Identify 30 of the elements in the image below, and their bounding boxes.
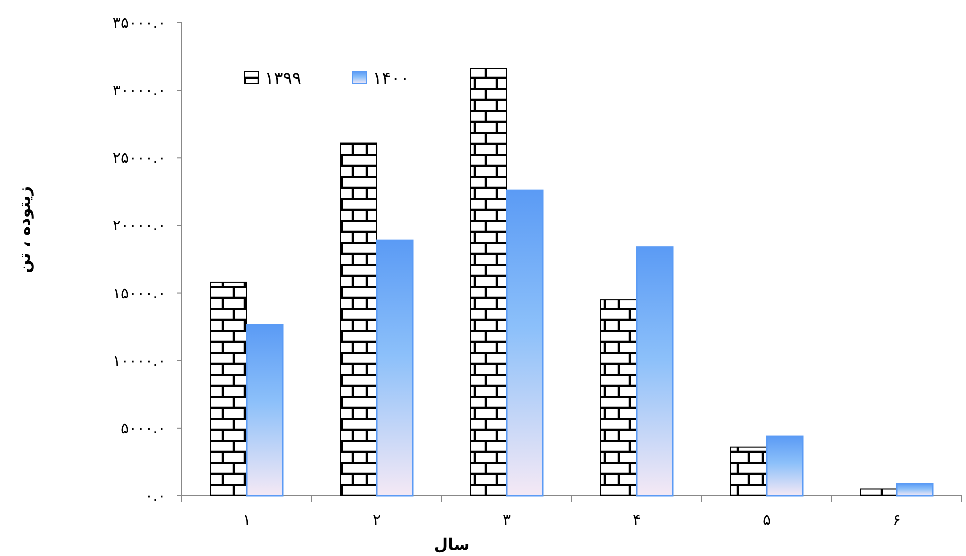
bar: [470, 68, 508, 496]
bar: [896, 483, 934, 497]
x-tick-label: ۲: [372, 511, 382, 529]
x-tick-label: ۱: [242, 511, 252, 529]
y-tick-label: ۳۵۰۰۰.۰: [112, 14, 166, 32]
bar: [600, 300, 638, 496]
bar: [210, 282, 248, 496]
y-tick-label: ۵۰۰۰.۰: [120, 419, 166, 438]
x-tick-label: ۴: [632, 511, 642, 529]
bar: [246, 324, 284, 497]
y-tick-label: ۲۰۰۰۰.۰: [112, 216, 166, 235]
x-tick-label: ۵: [762, 511, 772, 529]
legend-label: ۱۴۰۰: [373, 69, 410, 89]
bar: [730, 446, 768, 496]
bar: [636, 246, 674, 497]
bar: [340, 142, 378, 496]
y-tick-label: ۲۵۰۰۰.۰: [112, 149, 166, 168]
legend-label: ۱۳۹۹: [265, 69, 302, 89]
y-tick-label: ۱۰۰۰۰.۰: [112, 352, 166, 370]
x-axis-title: سال: [434, 535, 470, 554]
y-tick-label: ۱۵۰۰۰.۰: [112, 284, 166, 302]
bar: [766, 436, 804, 497]
y-axis-title: زیتوده ، تن: [15, 186, 34, 274]
bar: [860, 488, 898, 496]
x-tick-label: ۳: [502, 511, 512, 529]
y-tick-label: ۳۰۰۰۰.۰: [112, 82, 166, 100]
y-tick-label: ۰.۰: [145, 487, 166, 505]
x-tick-label: ۶: [892, 511, 902, 529]
bar: [506, 190, 544, 497]
bar: [376, 240, 414, 497]
